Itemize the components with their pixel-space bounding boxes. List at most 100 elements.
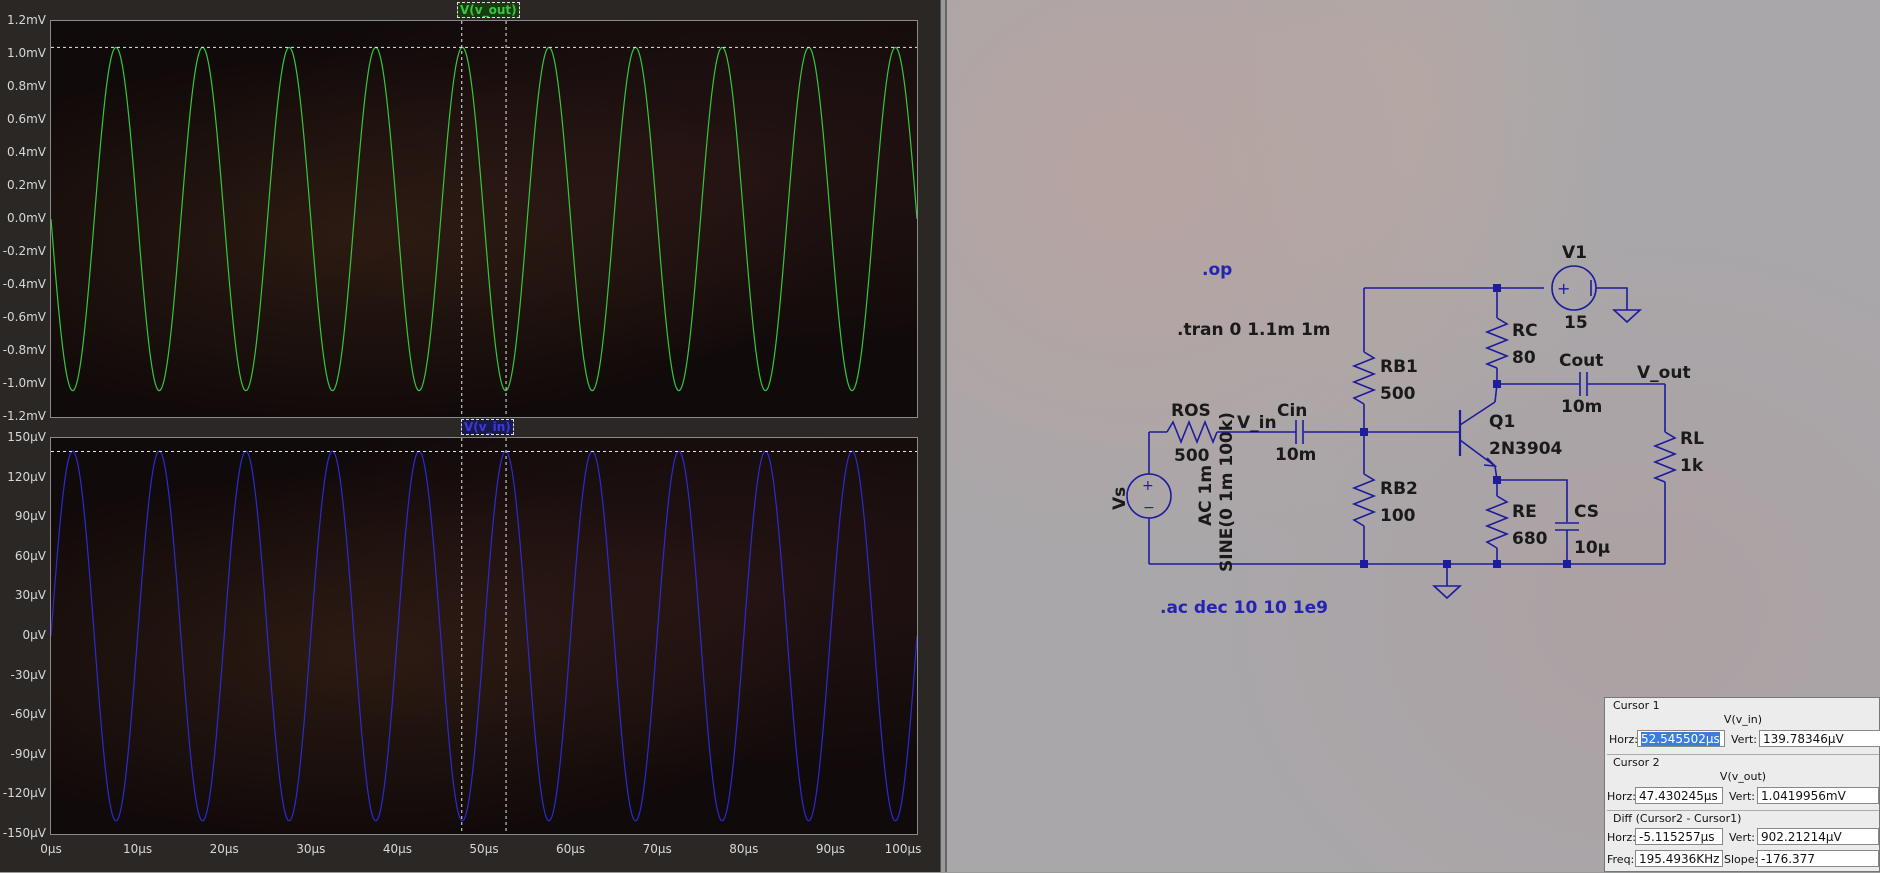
- x-tick-label: 40µs: [382, 842, 412, 856]
- rc-name[interactable]: RC: [1512, 321, 1538, 341]
- y-tick-label: 60µV: [14, 548, 46, 563]
- ros-value[interactable]: 500: [1174, 446, 1210, 466]
- vs-name[interactable]: Vs: [1110, 487, 1130, 510]
- diff-vert-field[interactable]: 902.21214µV: [1757, 828, 1879, 845]
- y-tick-label: 0.2mV: [7, 178, 46, 192]
- re-name[interactable]: RE: [1512, 502, 1537, 522]
- signal-source-vs[interactable]: + −: [1126, 473, 1172, 519]
- y-tick-label: 120µV: [7, 469, 46, 484]
- y-tick-label: 30µV: [14, 588, 46, 603]
- cout-value[interactable]: 10m: [1561, 397, 1602, 417]
- waveform-viewer[interactable]: 1.2mV 1.0mV 0.8mV 0.6mV 0.4mV 0.2mV 0.0mV -0.2m…: [0, 0, 941, 872]
- diff-slope-field[interactable]: -176.377: [1757, 850, 1879, 867]
- cursor2-group: Cursor 2 V(v_out) Horz: 47.430245µs Vert…: [1607, 754, 1879, 810]
- cursor2-horz-field[interactable]: 47.430245µs: [1635, 787, 1723, 804]
- y-tick-label: 0.0mV: [7, 211, 46, 225]
- voltage-source-v1[interactable]: +: [1551, 265, 1597, 311]
- y-tick-label: -0.6mV: [2, 310, 46, 324]
- junction-dot: [1563, 560, 1571, 568]
- junction-dot: [1360, 428, 1368, 436]
- ac-directive[interactable]: .ac dec 10 10 1e9: [1160, 598, 1328, 618]
- y-tick-label: 1.2mV: [7, 13, 46, 27]
- y-tick-label: -150µV: [2, 826, 46, 840]
- vs-sine[interactable]: SINE(0 1m 100k): [1217, 412, 1237, 572]
- cursor1-vert-label: Vert:: [1731, 733, 1757, 746]
- cout-name[interactable]: Cout: [1559, 351, 1603, 371]
- ground-icon: [1611, 309, 1643, 324]
- q1-name[interactable]: Q1: [1489, 412, 1515, 432]
- trace-label-v-out[interactable]: V(v_out): [457, 2, 520, 18]
- junction-dot: [1493, 476, 1501, 484]
- diff-freq-field[interactable]: 195.4936KHz: [1635, 850, 1723, 867]
- trace-label-v-in[interactable]: V(v_in): [461, 419, 514, 435]
- rb1-value[interactable]: 500: [1380, 384, 1416, 404]
- v1-value[interactable]: 15: [1564, 313, 1588, 333]
- x-tick-label: 60µs: [556, 842, 586, 856]
- resistor-rb1[interactable]: [1351, 351, 1377, 405]
- resistor-ros[interactable]: [1166, 419, 1218, 445]
- resistor-rl[interactable]: [1652, 431, 1678, 483]
- wire-v1-ground: [1596, 287, 1628, 310]
- diff-horz-label: Horz:: [1607, 831, 1637, 844]
- schematic-canvas[interactable]: .op .tran 0 1.1m 1m .ac dec 10 10 1e9 + …: [947, 0, 1880, 872]
- v1-name[interactable]: V1: [1562, 243, 1587, 263]
- q1-model[interactable]: 2N3904: [1489, 439, 1563, 459]
- cursor1-title: Cursor 1: [1613, 699, 1660, 712]
- y-tick-label: -60µV: [10, 707, 46, 722]
- plot-pane-v-out[interactable]: [50, 20, 918, 418]
- v-in-plot[interactable]: [51, 438, 917, 834]
- cursor2-horz-label: Horz:: [1607, 790, 1637, 803]
- svg-text:+: +: [1142, 478, 1154, 494]
- cin-name[interactable]: Cin: [1277, 401, 1307, 421]
- cs-name[interactable]: CS: [1574, 502, 1599, 522]
- cin-value[interactable]: 10m: [1275, 445, 1316, 465]
- net-label-vin[interactable]: V_in: [1237, 413, 1277, 433]
- v-out-plot[interactable]: [51, 21, 917, 417]
- cursor2-vert-field[interactable]: 1.0419956mV: [1757, 787, 1879, 804]
- waveform-vv-out[interactable]: [51, 46, 917, 392]
- junction-dot: [1493, 380, 1501, 388]
- net-label-vout[interactable]: V_out: [1637, 363, 1691, 383]
- rb1-name[interactable]: RB1: [1380, 357, 1418, 377]
- resistor-re[interactable]: [1484, 495, 1510, 549]
- ros-name[interactable]: ROS: [1171, 401, 1211, 421]
- y-tick-label: 90µV: [14, 509, 46, 524]
- plot-pane-v-in[interactable]: [50, 437, 918, 835]
- cursor1-vert-field[interactable]: 139.78346µV: [1759, 730, 1880, 747]
- diff-title: Diff (Cursor2 - Cursor1): [1613, 812, 1742, 825]
- capacitor-cs[interactable]: [1555, 522, 1579, 531]
- x-tick-label: 100µs: [884, 842, 922, 856]
- y-tick-label: 150µV: [7, 430, 46, 444]
- re-value[interactable]: 680: [1512, 529, 1548, 549]
- rb2-name[interactable]: RB2: [1380, 479, 1418, 499]
- rc-value[interactable]: 80: [1512, 348, 1536, 368]
- cursor1-group: Cursor 1 V(v_in) Horz: 52.545502µs Vert:…: [1607, 698, 1880, 753]
- y-tick-label: 1.0mV: [7, 46, 46, 60]
- capacitor-cout[interactable]: [1579, 372, 1588, 396]
- diff-group: Diff (Cursor2 - Cursor1) Horz: -5.115257…: [1607, 810, 1879, 873]
- resistor-rb2[interactable]: [1351, 473, 1377, 527]
- y-tick-label: 0.4mV: [7, 145, 46, 159]
- cursor1-horz-field[interactable]: 52.545502µs: [1637, 730, 1725, 747]
- cursor1-horz-label: Horz:: [1609, 733, 1639, 746]
- rb2-value[interactable]: 100: [1380, 506, 1416, 526]
- resistor-rc[interactable]: [1484, 317, 1510, 369]
- y-tick-label: -1.0mV: [2, 376, 46, 390]
- cursor2-signal: V(v_out): [1719, 770, 1767, 783]
- cs-value[interactable]: 10µ: [1574, 538, 1610, 558]
- y-tick-label: -0.4mV: [2, 277, 46, 291]
- diff-horz-field[interactable]: -5.115257µs: [1635, 828, 1723, 845]
- x-tick-label: 0µs: [40, 842, 62, 856]
- transistor-q1[interactable]: [1441, 398, 1509, 467]
- capacitor-cin[interactable]: [1295, 420, 1304, 444]
- vs-ac[interactable]: AC 1m: [1196, 465, 1216, 526]
- tran-directive[interactable]: .tran 0 1.1m 1m: [1177, 320, 1331, 340]
- op-directive[interactable]: .op: [1202, 260, 1232, 280]
- waveform-vv-in[interactable]: [51, 450, 917, 822]
- junction-dot: [1443, 560, 1451, 568]
- rl-name[interactable]: RL: [1680, 429, 1704, 449]
- rl-value[interactable]: 1k: [1680, 456, 1704, 476]
- cursor-readout-panel[interactable]: Cursor 1 V(v_in) Horz: 52.545502µs Vert:…: [1604, 697, 1880, 872]
- ground-icon: [1431, 585, 1463, 600]
- svg-text:+: +: [1557, 279, 1570, 298]
